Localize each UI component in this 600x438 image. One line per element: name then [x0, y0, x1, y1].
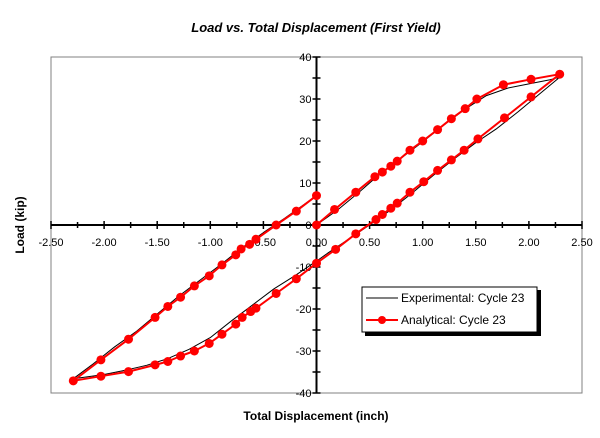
x-tick-label: -1.00 [198, 237, 223, 249]
y-tick-label: -20 [296, 304, 312, 316]
y-tick-label: 30 [299, 94, 311, 106]
data-point-analytical [150, 312, 160, 322]
legend: Experimental: Cycle 23 Analytical: Cycle… [361, 286, 541, 336]
data-point-analytical [472, 94, 482, 104]
legend-marker-analytical [378, 316, 386, 324]
data-point-analytical [68, 376, 78, 386]
data-point-analytical [392, 198, 402, 208]
data-point-analytical [526, 92, 536, 102]
data-point-analytical [331, 244, 341, 254]
x-tick-label: -1.50 [145, 237, 170, 249]
data-point-analytical [386, 203, 396, 213]
y-tick-label: 40 [299, 52, 311, 64]
data-point-analytical [163, 357, 173, 366]
data-point-analytical [245, 239, 255, 249]
data-point-analytical [351, 229, 361, 239]
data-point-analytical [386, 161, 396, 171]
data-point-analytical [217, 329, 227, 339]
chart-title: Load vs. Total Displacement (First Yield… [191, 20, 440, 35]
y-tick-label: -30 [296, 346, 312, 358]
legend-label-experimental: Experimental: Cycle 23 [401, 291, 525, 305]
legend-box [361, 286, 538, 333]
data-point-analytical [96, 355, 106, 365]
data-point-analytical [231, 250, 241, 260]
data-point-analytical [405, 145, 415, 155]
x-tick-label: 0.00 [306, 237, 327, 249]
data-point-analytical [405, 187, 415, 197]
data-point-analytical [312, 258, 321, 268]
legend-label-analytical: Analytical: Cycle 23 [401, 313, 506, 327]
data-point-analytical [246, 307, 256, 317]
x-tick-label: -2.50 [38, 237, 63, 249]
data-point-analytical [237, 312, 247, 322]
data-point-analytical [370, 172, 380, 182]
data-point-analytical [377, 210, 387, 219]
data-point-analytical [189, 346, 199, 356]
y-axis-label: Load (kip) [13, 196, 27, 253]
data-point-analytical [189, 281, 199, 291]
data-point-analytical [251, 234, 261, 244]
x-tick-label: 2.00 [518, 237, 539, 249]
y-tick-label: -40 [296, 388, 312, 400]
data-point-analytical [291, 274, 301, 284]
x-axis-label: Total Displacement (inch) [243, 409, 388, 423]
data-point-analytical [526, 74, 536, 84]
data-point-analytical [176, 351, 186, 361]
data-point-analytical [377, 167, 387, 177]
y-tick-label: 10 [299, 178, 311, 190]
data-point-analytical [419, 177, 429, 187]
data-point-analytical [499, 113, 509, 123]
data-point-analytical [312, 191, 321, 201]
y-tick-label: 20 [299, 136, 311, 148]
x-tick-label: 1.00 [412, 237, 433, 249]
data-point-analytical [418, 136, 428, 146]
x-tick-label: 0.50 [359, 237, 380, 249]
data-point-analytical [163, 301, 173, 311]
data-point-analytical [371, 215, 381, 225]
data-point-analytical [217, 260, 227, 270]
data-point-analytical [351, 187, 361, 197]
data-point-analytical [96, 371, 106, 381]
y-tick-label: 0 [305, 220, 311, 232]
x-tick-label: 2.50 [571, 237, 592, 249]
data-point-analytical [392, 156, 402, 166]
data-point-analytical [555, 69, 565, 79]
data-point-analytical [150, 360, 160, 370]
data-point-analytical [459, 145, 469, 155]
x-tick-label: -2.00 [92, 237, 117, 249]
data-point-analytical [236, 244, 246, 254]
data-point-analytical [312, 220, 321, 230]
data-point-analytical [498, 80, 508, 90]
data-point-analytical [433, 165, 443, 175]
data-point-analytical [291, 206, 301, 216]
x-tick-label: 1.50 [465, 237, 486, 249]
data-point-analytical [204, 338, 214, 348]
data-point-analytical [446, 114, 456, 124]
data-point-analytical [124, 367, 134, 377]
data-point-analytical [231, 319, 241, 329]
data-point-analytical [460, 104, 470, 114]
data-point-analytical [446, 155, 456, 165]
data-point-analytical [124, 334, 134, 344]
data-point-analytical [176, 292, 186, 302]
data-point-analytical [433, 125, 443, 135]
data-point-analytical [271, 288, 281, 298]
series-line-experimental [72, 76, 561, 380]
data-point-analytical [271, 220, 281, 230]
data-point-analytical [204, 271, 214, 281]
data-point-analytical [473, 134, 483, 144]
data-point-analytical [330, 204, 340, 214]
